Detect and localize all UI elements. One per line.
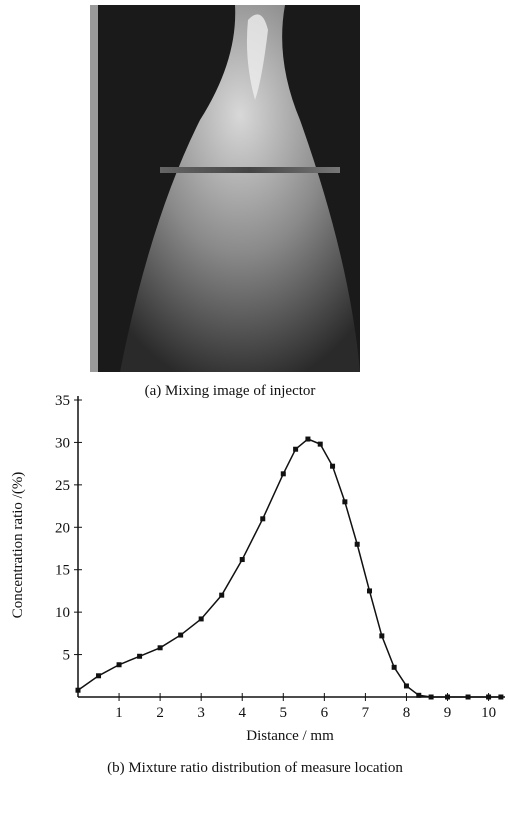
x-tick-label: 8 [403, 705, 411, 721]
data-point [379, 633, 385, 639]
data-point [219, 592, 225, 598]
y-tick-label: 30 [55, 435, 70, 451]
data-point [403, 683, 409, 689]
image-caption: (a) Mixing image of injector [145, 383, 316, 399]
data-point [293, 446, 299, 452]
y-tick-label: 10 [55, 605, 70, 621]
chart-caption: (b) Mixture ratio distribution of measur… [107, 760, 403, 776]
data-point [428, 694, 434, 700]
data-point [96, 673, 102, 679]
data-point [305, 436, 311, 442]
x-tick-label: 5 [280, 705, 288, 721]
data-point [157, 645, 163, 651]
y-tick-label: 25 [55, 478, 70, 494]
data-point [445, 694, 451, 700]
data-point [137, 653, 143, 659]
data-point [498, 694, 504, 700]
data-point [317, 441, 323, 447]
data-point [116, 662, 122, 668]
data-point [330, 463, 336, 469]
injector-image [90, 5, 360, 372]
data-point [260, 516, 266, 522]
y-tick-label: 35 [55, 393, 70, 409]
x-tick-label: 10 [481, 705, 496, 721]
data-point [342, 499, 348, 505]
x-tick-label: 3 [197, 705, 205, 721]
data-point [239, 557, 245, 563]
data-point [465, 694, 471, 700]
x-tick-label: 4 [238, 705, 246, 721]
x-axis-label: Distance / mm [246, 728, 334, 744]
y-axis-label: Concentration ratio /(%) [10, 472, 26, 619]
data-point [75, 687, 81, 693]
x-tick-label: 1 [115, 705, 123, 721]
x-tick-label: 7 [362, 705, 370, 721]
data-point [486, 694, 492, 700]
data-point [367, 588, 373, 594]
x-tick-label: 9 [444, 705, 452, 721]
data-point [354, 541, 360, 547]
data-point [416, 692, 422, 698]
x-tick-label: 2 [156, 705, 164, 721]
data-point [391, 664, 397, 670]
data-point [280, 471, 286, 477]
y-tick-label: 15 [55, 563, 70, 579]
x-tick-label: 6 [321, 705, 329, 721]
y-tick-label: 20 [55, 520, 70, 536]
data-point [198, 616, 204, 622]
y-tick-label: 5 [63, 648, 71, 664]
data-point [178, 632, 184, 638]
